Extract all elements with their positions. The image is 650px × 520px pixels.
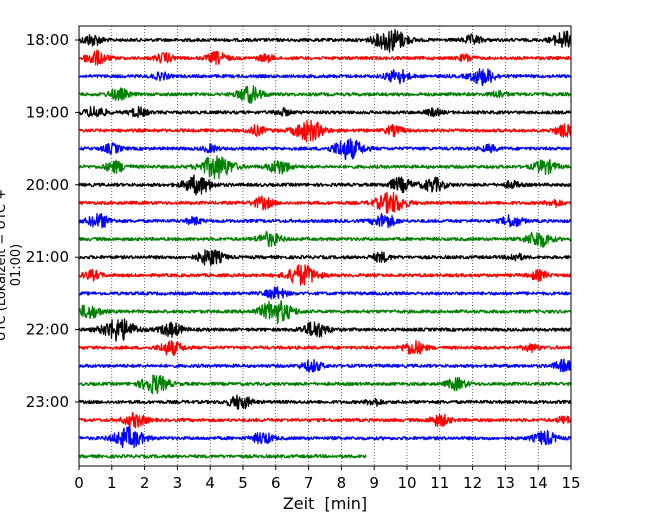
x-tick-label: 9	[369, 474, 379, 492]
y-tick-label: 21:00	[26, 248, 69, 266]
y-axis-label: UTC (Lokalzeit = UTC + 01:00)	[0, 189, 24, 342]
x-tick-label: 8	[337, 474, 347, 492]
x-tick-label: 10	[397, 474, 416, 492]
x-tick-label: 7	[304, 474, 314, 492]
x-tick-label: 11	[430, 474, 449, 492]
x-tick-label: 2	[140, 474, 150, 492]
y-axis: 18:00 19:00 20:00 21:00 22:00 23:00	[26, 31, 79, 411]
y-tick-label: 20:00	[26, 176, 69, 194]
seismogram-trace	[78, 426, 572, 449]
seismogram-trace	[78, 411, 572, 429]
seismogram-trace	[79, 286, 572, 300]
seismogram-trace	[78, 339, 572, 356]
seismogram-trace	[78, 155, 572, 180]
x-tick-label: 14	[529, 474, 548, 492]
seismogram-trace	[78, 454, 367, 459]
x-tick-label: 0	[74, 474, 84, 492]
seismogram-trace	[79, 105, 572, 118]
seismogram-trace	[78, 174, 572, 196]
x-tick-label: 4	[205, 474, 215, 492]
seismogram-trace	[78, 28, 572, 53]
seismogram-trace	[78, 374, 572, 395]
x-tick-label: 15	[561, 474, 580, 492]
y-tick-label: 19:00	[26, 103, 69, 121]
seismogram-trace	[78, 191, 572, 214]
seismogram-trace	[78, 212, 572, 229]
seismogram-trace	[79, 85, 572, 105]
x-tick-label: 1	[107, 474, 117, 492]
seismogram-trace	[79, 300, 572, 325]
x-tick-label: 13	[496, 474, 515, 492]
seismogram-trace	[79, 358, 572, 373]
seismogram-trace	[78, 318, 572, 342]
seismogram-trace	[79, 249, 572, 266]
x-tick-label: 3	[173, 474, 183, 492]
plot-frame	[78, 25, 572, 467]
x-axis-label: Zeit [min]	[282, 494, 368, 513]
seismogram-trace	[79, 49, 572, 66]
seismogram-trace	[79, 264, 572, 286]
y-tick-label: 18:00	[26, 31, 69, 49]
seismogram-trace	[78, 68, 572, 87]
y-tick-label: 22:00	[26, 321, 69, 339]
x-tick-label: 12	[463, 474, 482, 492]
seismogram-trace	[78, 394, 572, 410]
x-tick-label: 6	[271, 474, 281, 492]
x-axis: 0 1 2 3 4 5 6 7 8 9 10 11 12 13 14 15	[74, 466, 581, 492]
y-tick-label: 23:00	[26, 393, 69, 411]
seismogram-traces	[78, 28, 572, 459]
grid-lines	[111, 26, 539, 466]
seismogram-trace	[78, 230, 572, 248]
seismogram-trace	[79, 138, 572, 161]
seismogram-trace	[79, 119, 572, 143]
x-tick-label: 5	[238, 474, 248, 492]
